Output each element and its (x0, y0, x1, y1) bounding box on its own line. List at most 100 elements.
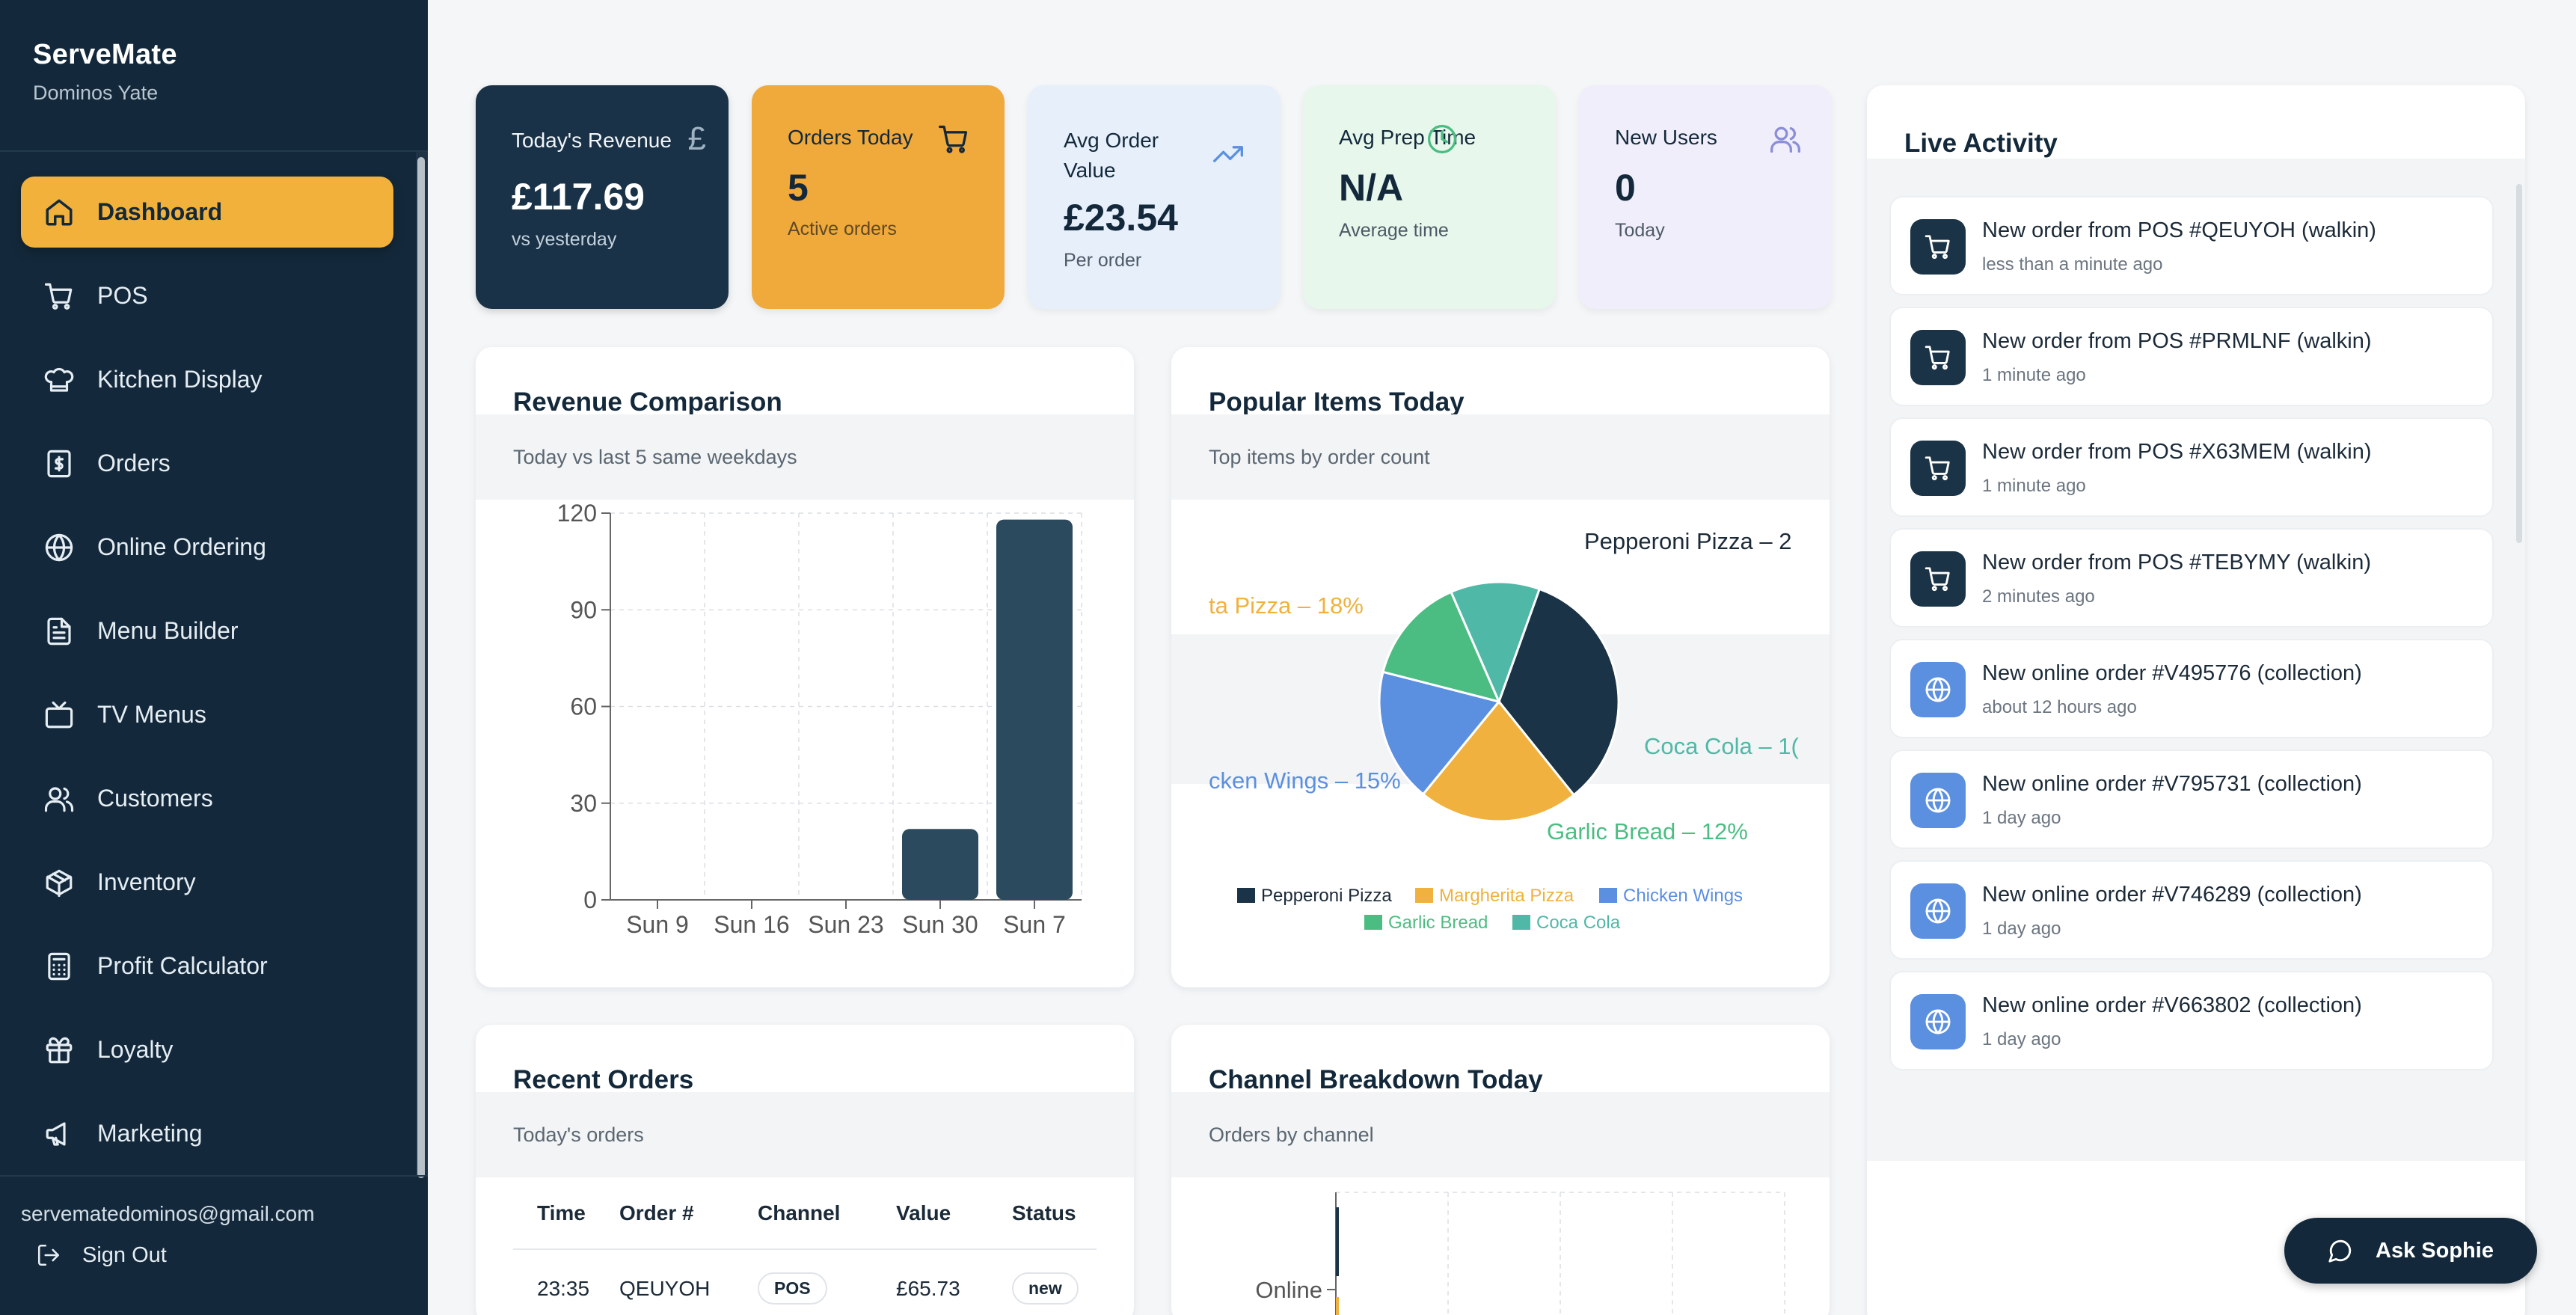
activity-icon (1910, 330, 1966, 385)
activity-item[interactable]: New order from POS #PRMLNF (walkin) 1 min… (1889, 307, 2494, 406)
legend-swatch (1364, 915, 1382, 930)
column-header: Value (896, 1201, 951, 1224)
store-name: Dominos Yate (33, 82, 159, 104)
sign-out-button[interactable]: Sign Out (36, 1242, 167, 1268)
activity-title: New order from POS #PRMLNF (walkin) (1982, 329, 2372, 353)
activity-time: about 12 hours ago (1982, 697, 2137, 717)
globe-icon (1925, 677, 1951, 702)
revenue-comparison-panel: Revenue Comparison Today vs last 5 same … (476, 347, 1134, 987)
avg-order-stat-card: Avg Order Value £23.54 Per order (1028, 85, 1281, 309)
activity-item[interactable]: New online order #V746289 (collection) 1 … (1889, 860, 2494, 960)
panel-subtitle: Orders by channel (1171, 1092, 1830, 1177)
table-row[interactable]: 23:35 QEUYOH POS £65.73 new (513, 1249, 1097, 1315)
activity-item[interactable]: New online order #V795731 (collection) 1 … (1889, 750, 2494, 849)
panel-subtitle: Top items by order count (1171, 414, 1830, 500)
stat-value: £23.54 (1064, 197, 1178, 239)
ask-sophie-button[interactable]: Ask Sophie (2284, 1218, 2537, 1284)
activity-icon (1910, 662, 1966, 717)
sidebar-item-customers[interactable]: Customers (21, 763, 393, 834)
cart-icon (44, 283, 73, 310)
activity-item[interactable]: New online order #V663802 (collection) 1 … (1889, 971, 2494, 1070)
y-tick-label: 120 (557, 500, 597, 527)
activity-icon (1910, 994, 1966, 1049)
activity-item[interactable]: New order from POS #X63MEM (walkin) 1 min… (1889, 417, 2494, 517)
stat-subtitle: vs yesterday (512, 229, 617, 250)
sidebar-item-tv-menus[interactable]: TV Menus (21, 679, 393, 750)
sidebar-item-loyalty[interactable]: Loyalty (21, 1014, 393, 1085)
activity-icon (1910, 883, 1966, 939)
activity-time: 1 day ago (1982, 919, 2061, 939)
panel-title: Revenue Comparison (513, 387, 782, 417)
sidebar: ServeMate Dominos Yate Dashboard POS Kit… (0, 0, 428, 1315)
activity-title: New online order #V495776 (collection) (1982, 661, 2362, 685)
sidebar-item-orders[interactable]: Orders (21, 428, 393, 499)
revenue-bar-chart: 0 30 60 90 120 Sun 9 Sun 16 Sun 23 Sun 30 Sun 7 (557, 500, 1082, 938)
home-icon (46, 199, 73, 225)
sidebar-nav: Dashboard POS Kitchen Display Orders Onl… (0, 152, 419, 1175)
sidebar-item-label: Online Ordering (97, 533, 266, 560)
legend-label: Garlic Bread (1388, 913, 1488, 933)
sidebar-item-marketing[interactable]: Marketing (21, 1098, 393, 1169)
x-tick-label: Sun 9 (626, 911, 689, 938)
chat-bubble-icon (2328, 1239, 2352, 1263)
activity-time: 1 day ago (1982, 1029, 2061, 1049)
megaphone-icon (46, 1121, 66, 1146)
sidebar-item-label: Loyalty (97, 1036, 174, 1063)
panel-title: Channel Breakdown Today (1209, 1065, 1543, 1094)
sidebar-item-label: Marketing (97, 1120, 203, 1147)
revenue-stat-card: Today's Revenue £ £117.69 vs yesterday (476, 85, 729, 309)
sidebar-item-profit-calculator[interactable]: Profit Calculator (21, 931, 393, 1002)
sidebar-item-inventory[interactable]: Inventory (21, 847, 393, 918)
column-header: Channel (758, 1201, 841, 1224)
sidebar-item-pos[interactable]: POS (21, 260, 393, 331)
user-email: servematedominos@gmail.com (21, 1202, 315, 1225)
pound-icon: £ (687, 120, 706, 157)
bar (1336, 1297, 1339, 1315)
pie-slice (1381, 590, 1501, 704)
activity-scrollbar-thumb[interactable] (2516, 184, 2522, 543)
activity-time: 1 day ago (1982, 808, 2061, 828)
activity-item[interactable]: New order from POS #QEUYOH (walkin) less … (1889, 196, 2494, 295)
activity-icon (1910, 441, 1966, 496)
activity-icon (1910, 773, 1966, 828)
sidebar-item-online-ordering[interactable]: Online Ordering (21, 512, 393, 583)
sidebar-item-label: Profit Calculator (97, 952, 268, 979)
orders-table: Time Order # Channel Value Status 23:35 … (513, 1177, 1097, 1315)
sidebar-item-menu-builder[interactable]: Menu Builder (21, 595, 393, 666)
sign-out-icon (37, 1244, 60, 1266)
y-tick-label: Online (1255, 1277, 1322, 1303)
brand: ServeMate Dominos Yate (0, 0, 428, 152)
sidebar-item-label: POS (97, 282, 148, 309)
panel-title: Popular Items Today (1209, 387, 1465, 417)
activity-item[interactable]: New order from POS #TEBYMY (walkin) 2 min… (1889, 528, 2494, 628)
panel-subtitle: Today vs last 5 same weekdays (476, 414, 1134, 500)
stat-title: Today's Revenue (512, 129, 672, 152)
status-badge: new (1012, 1272, 1079, 1305)
cart-icon (1925, 235, 1950, 260)
legend-swatch (1415, 888, 1433, 903)
stat-title: Orders Today (788, 126, 913, 149)
cart-icon (1925, 346, 1950, 370)
activity-time: 2 minutes ago (1982, 586, 2095, 607)
y-tick-label: 30 (570, 790, 597, 817)
orders-stat-card: Orders Today 5 Active orders (752, 85, 1005, 309)
activity-item[interactable]: New online order #V495776 (collection) ab… (1889, 639, 2494, 738)
legend-swatch (1512, 915, 1530, 930)
new-users-stat-card: New Users 0 Today (1579, 85, 1832, 309)
x-tick-label: Sun 30 (902, 911, 978, 938)
pie-slice (1497, 587, 1620, 797)
sidebar-item-label: Inventory (97, 868, 196, 895)
activity-title: New online order #V746289 (collection) (1982, 883, 2362, 907)
bar (1336, 1207, 1339, 1276)
sidebar-scrollbar-thumb[interactable] (417, 157, 425, 1178)
cart-icon (1925, 567, 1950, 592)
stat-value: 0 (1615, 167, 1636, 209)
sidebar-item-dashboard[interactable]: Dashboard (21, 177, 393, 248)
sidebar-item-kitchen-display[interactable]: Kitchen Display (21, 344, 393, 415)
tv-icon (45, 701, 73, 728)
bar (902, 829, 978, 900)
legend-label: Margherita Pizza (1439, 886, 1574, 906)
table-header-row: Time Order # Channel Value Status (513, 1177, 1097, 1249)
cart-icon (1925, 456, 1950, 481)
avg-prep-stat-card: Avg Prep Time N/A Average time (1303, 85, 1556, 309)
